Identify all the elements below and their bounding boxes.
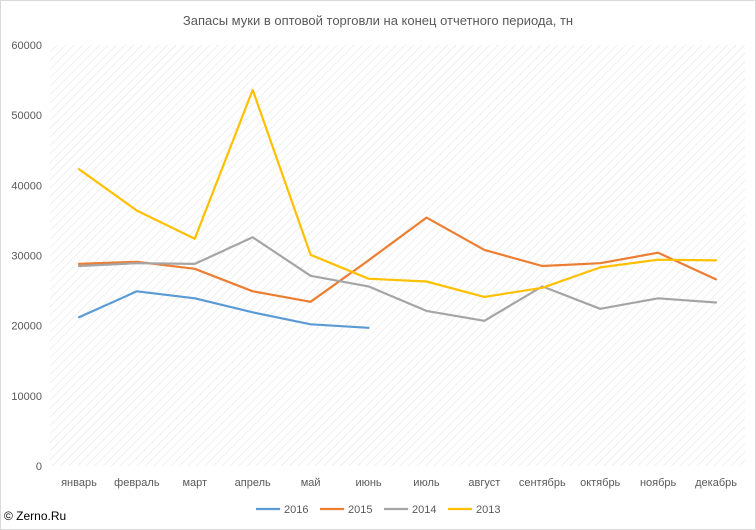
x-tick-label: март — [182, 477, 207, 489]
legend: 2016 2015 2014 2013 — [256, 504, 500, 516]
series-line-2015 — [77, 216, 718, 303]
legend-label: 2013 — [476, 504, 500, 516]
x-axis: январь февраль март апрель май июнь июль август… — [61, 477, 737, 489]
x-tick-label: июль — [413, 477, 440, 489]
x-tick-label: август — [468, 477, 500, 489]
series-line-2016 — [77, 290, 370, 329]
credit-text: © Zerno.Ru — [4, 509, 67, 523]
legend-label: 2015 — [348, 504, 372, 516]
x-tick-label: апрель — [235, 477, 271, 489]
x-tick-label: февраль — [114, 477, 160, 489]
y-tick-label: 10000 — [11, 391, 42, 403]
y-tick-label: 30000 — [11, 251, 42, 263]
series-line-2013 — [77, 88, 718, 298]
x-tick-label: декабрь — [695, 477, 737, 489]
y-tick-label: 50000 — [11, 110, 42, 122]
y-tick-label: 0 — [36, 461, 42, 473]
chart-title: Запасы муки в оптовой торговли на конец … — [183, 13, 573, 28]
series-lines — [77, 88, 718, 329]
y-tick-label: 20000 — [11, 321, 42, 333]
x-tick-label: июнь — [355, 477, 381, 489]
x-tick-label: октябрь — [580, 477, 620, 489]
y-axis: 0 10000 20000 30000 40000 50000 60000 — [11, 40, 42, 473]
legend-label: 2016 — [284, 504, 308, 516]
plot-area — [50, 45, 745, 466]
y-tick-label: 40000 — [11, 180, 42, 192]
y-tick-label: 60000 — [11, 40, 42, 52]
x-tick-label: январь — [61, 477, 97, 489]
legend-label: 2014 — [412, 504, 436, 516]
x-tick-label: ноябрь — [640, 477, 677, 489]
x-tick-label: сентябрь — [519, 477, 566, 489]
series-line-2014 — [77, 236, 718, 322]
x-tick-label: май — [301, 477, 321, 489]
